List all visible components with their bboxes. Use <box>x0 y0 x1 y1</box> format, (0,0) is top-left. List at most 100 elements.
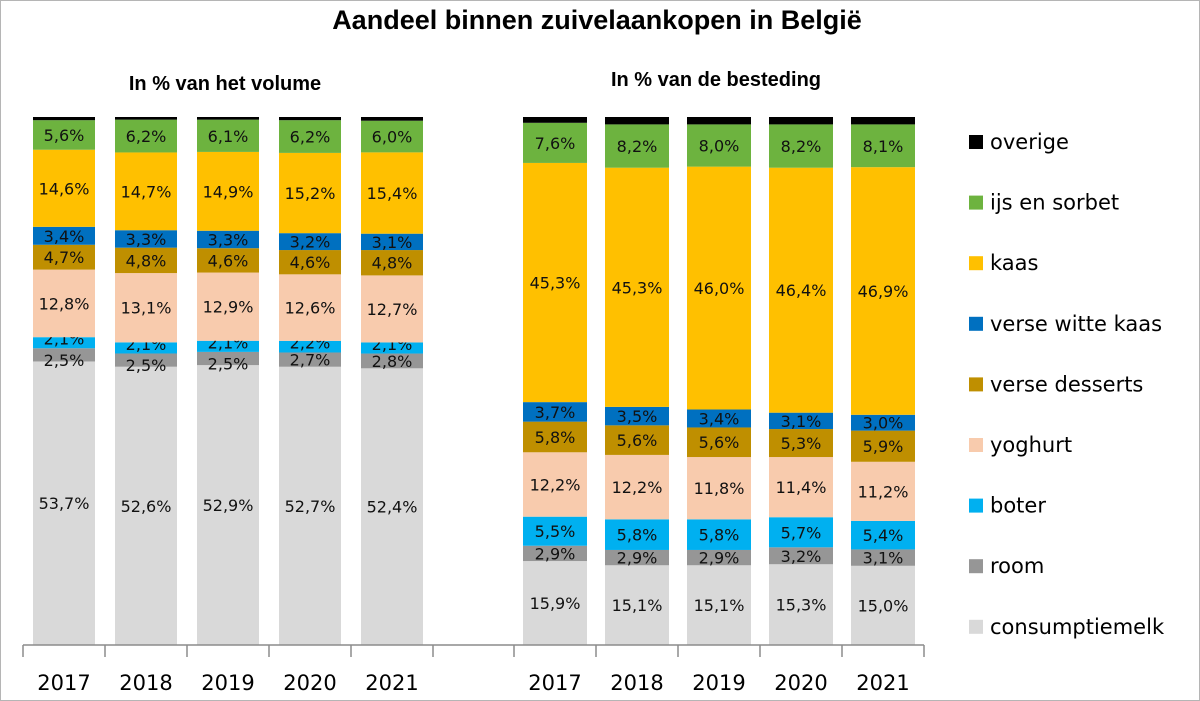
bar-boter-2021 <box>361 342 423 354</box>
data-label-verse-witte-kaas-2019: 3,4% <box>699 409 740 428</box>
data-label-yoghurt-2020: 11,4% <box>776 478 827 497</box>
bar-ijs-en-sorbet-2017 <box>33 120 95 150</box>
data-label-yoghurt-2019: 11,8% <box>694 479 745 498</box>
data-label-consumptiemelk-2018: 15,1% <box>612 596 663 615</box>
x-tick-label-spend-2020: 2020 <box>774 671 827 695</box>
data-label-kaas-2019: 14,9% <box>203 182 254 201</box>
bar-verse-witte-kaas-2021 <box>361 233 423 251</box>
data-label-yoghurt-2020: 12,6% <box>285 299 336 318</box>
bar-yoghurt-2018 <box>605 454 669 520</box>
data-label-ijs-en-sorbet-2019: 8,0% <box>699 137 740 156</box>
legend-swatch-kaas <box>969 256 983 271</box>
data-label-boter-2018: 5,8% <box>617 526 658 545</box>
bar-verse-witte-kaas-2019 <box>687 409 751 428</box>
data-label-yoghurt-2021: 11,2% <box>858 482 909 501</box>
bar-room-2017 <box>523 545 587 562</box>
legend-swatch-ijs-en-sorbet <box>969 195 983 210</box>
x-tick-label-spend-2017: 2017 <box>528 671 581 695</box>
bar-room-2020 <box>769 547 833 565</box>
bar-boter-2019 <box>197 340 259 352</box>
legend-label-boter: boter <box>990 494 1046 518</box>
data-label-ijs-en-sorbet-2018: 8,2% <box>617 137 658 156</box>
data-label-verse-desserts-2020: 4,6% <box>290 253 331 272</box>
bar-boter-2021 <box>851 520 915 550</box>
panel-spend: 15,9% 2,9% 5,5% 12,2% 5,8% 3,7% 45,3% 7,6% 15,1%… <box>523 117 915 645</box>
data-label-verse-desserts-2017: 4,7% <box>44 248 85 267</box>
bar-verse-desserts-2021 <box>361 250 423 276</box>
data-label-boter-2017: 5,5% <box>535 522 576 541</box>
bar-room-2017 <box>33 348 95 362</box>
bar-verse-desserts-2018 <box>115 247 177 274</box>
bar-consumptiemelk-2020 <box>769 564 833 645</box>
bar-overige-2020 <box>279 117 341 121</box>
data-label-consumptiemelk-2017: 53,7% <box>39 494 90 513</box>
bar-kaas-2019 <box>687 166 751 410</box>
legend: overige ijs en sorbet kaas verse witte kaas… <box>969 130 1165 639</box>
data-label-yoghurt-2017: 12,8% <box>39 294 90 313</box>
data-label-verse-desserts-2017: 5,8% <box>535 428 576 447</box>
bar-ijs-en-sorbet-2019 <box>687 124 751 167</box>
bar-boter-2018 <box>115 342 177 354</box>
data-label-verse-witte-kaas-2021: 3,1% <box>372 233 413 252</box>
panel-spend-subtitle: In % van de besteding <box>611 69 821 91</box>
bar-kaas-2020 <box>769 167 833 413</box>
data-label-room-2020: 3,2% <box>781 547 822 566</box>
legend-label-yoghurt: yoghurt <box>990 433 1072 457</box>
bar-kaas-2021 <box>851 167 915 415</box>
x-tick-label-spend-2018: 2018 <box>610 671 663 695</box>
data-label-yoghurt-2018: 13,1% <box>121 299 172 318</box>
data-label-verse-witte-kaas-2017: 3,7% <box>535 403 576 422</box>
data-label-ijs-en-sorbet-2020: 8,2% <box>781 137 822 156</box>
data-label-kaas-2017: 45,3% <box>530 274 581 293</box>
legend-label-verse-witte-kaas: verse witte kaas <box>990 312 1162 336</box>
data-label-boter-2019: 5,8% <box>699 526 740 545</box>
bar-consumptiemelk-2018 <box>605 565 669 645</box>
data-label-verse-witte-kaas-2020: 3,2% <box>290 233 331 252</box>
legend-label-room: room <box>990 554 1044 578</box>
data-label-verse-desserts-2021: 5,9% <box>863 437 904 456</box>
data-label-ijs-en-sorbet-2021: 6,0% <box>372 128 413 147</box>
bar-verse-witte-kaas-2020 <box>769 412 833 430</box>
bar-overige-2020 <box>769 117 833 125</box>
data-label-ijs-en-sorbet-2020: 6,2% <box>290 128 331 147</box>
data-label-verse-desserts-2018: 4,8% <box>126 251 167 270</box>
bar-room-2020 <box>279 352 341 367</box>
data-label-room-2019: 2,9% <box>699 549 740 568</box>
bar-kaas-2017 <box>33 149 95 227</box>
legend-label-kaas: kaas <box>990 251 1038 275</box>
bar-ijs-en-sorbet-2021 <box>361 120 423 153</box>
bar-verse-witte-kaas-2019 <box>197 230 259 249</box>
bar-kaas-2018 <box>605 167 669 407</box>
bar-room-2021 <box>361 353 423 369</box>
bar-boter-2018 <box>605 519 669 550</box>
bar-ijs-en-sorbet-2021 <box>851 124 915 168</box>
data-label-room-2018: 2,5% <box>126 356 167 375</box>
bar-room-2018 <box>605 549 669 566</box>
bar-yoghurt-2020 <box>769 457 833 518</box>
data-label-room-2017: 2,9% <box>535 544 576 563</box>
data-label-verse-desserts-2020: 5,3% <box>781 434 822 453</box>
bar-yoghurt-2021 <box>361 275 423 343</box>
bar-verse-desserts-2019 <box>197 248 259 273</box>
data-label-verse-desserts-2021: 4,8% <box>372 254 413 273</box>
bar-yoghurt-2020 <box>279 274 341 341</box>
data-label-consumptiemelk-2017: 15,9% <box>530 594 581 613</box>
data-label-boter-2020: 5,7% <box>781 523 822 542</box>
bar-verse-witte-kaas-2018 <box>605 406 669 426</box>
data-label-room-2021: 3,1% <box>863 549 904 568</box>
bar-consumptiemelk-2019 <box>197 365 259 645</box>
bar-overige-2021 <box>851 117 915 125</box>
bar-verse-witte-kaas-2018 <box>115 230 177 248</box>
data-label-kaas-2017: 14,6% <box>39 179 90 198</box>
bar-ijs-en-sorbet-2018 <box>115 119 177 153</box>
data-label-consumptiemelk-2020: 15,3% <box>776 596 827 615</box>
bar-overige-2018 <box>115 117 177 120</box>
legend-label-ijs-en-sorbet: ijs en sorbet <box>990 191 1119 215</box>
data-label-boter-2021: 5,4% <box>863 526 904 545</box>
bar-verse-witte-kaas-2020 <box>279 233 341 251</box>
legend-swatch-verse-witte-kaas <box>969 316 983 331</box>
legend-swatch-overige <box>969 135 983 149</box>
data-label-consumptiemelk-2021: 52,4% <box>367 498 418 517</box>
bar-verse-desserts-2017 <box>523 421 587 453</box>
